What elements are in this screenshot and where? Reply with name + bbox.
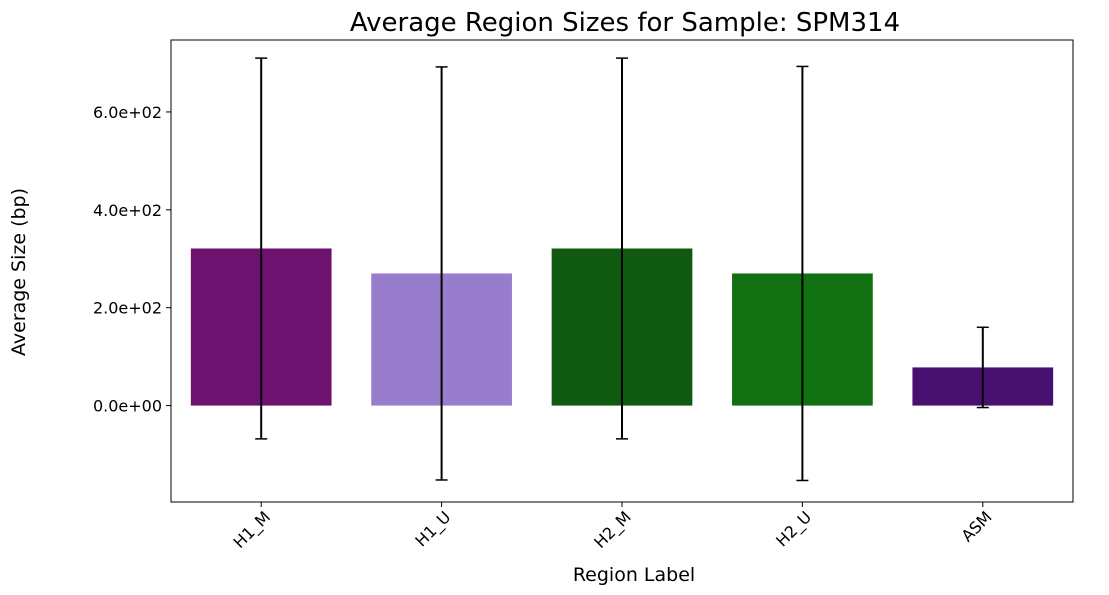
- x-axis-title: Region Label: [573, 564, 695, 586]
- x-tick-label: H2_M: [590, 507, 635, 552]
- y-axis-title: Average Size (bp): [8, 188, 30, 356]
- x-tick-label: H2_U: [772, 507, 816, 551]
- chart-title: Average Region Sizes for Sample: SPM314: [350, 8, 900, 38]
- y-tick-label: 0.0e+00: [93, 397, 162, 416]
- x-tick-label: ASM: [958, 507, 996, 545]
- y-tick-label: 4.0e+02: [93, 201, 162, 220]
- y-tick-label: 6.0e+02: [93, 103, 162, 122]
- x-axis: H1_M H1_U H2_M H2_U ASM: [229, 502, 996, 553]
- y-axis: 0.0e+00 2.0e+02 4.0e+02 6.0e+02: [93, 103, 171, 416]
- x-tick-label: H1_U: [411, 507, 455, 551]
- error-bars-layer: [255, 57, 989, 482]
- y-tick-label: 2.0e+02: [93, 299, 162, 318]
- x-tick-label: H1_M: [229, 507, 274, 552]
